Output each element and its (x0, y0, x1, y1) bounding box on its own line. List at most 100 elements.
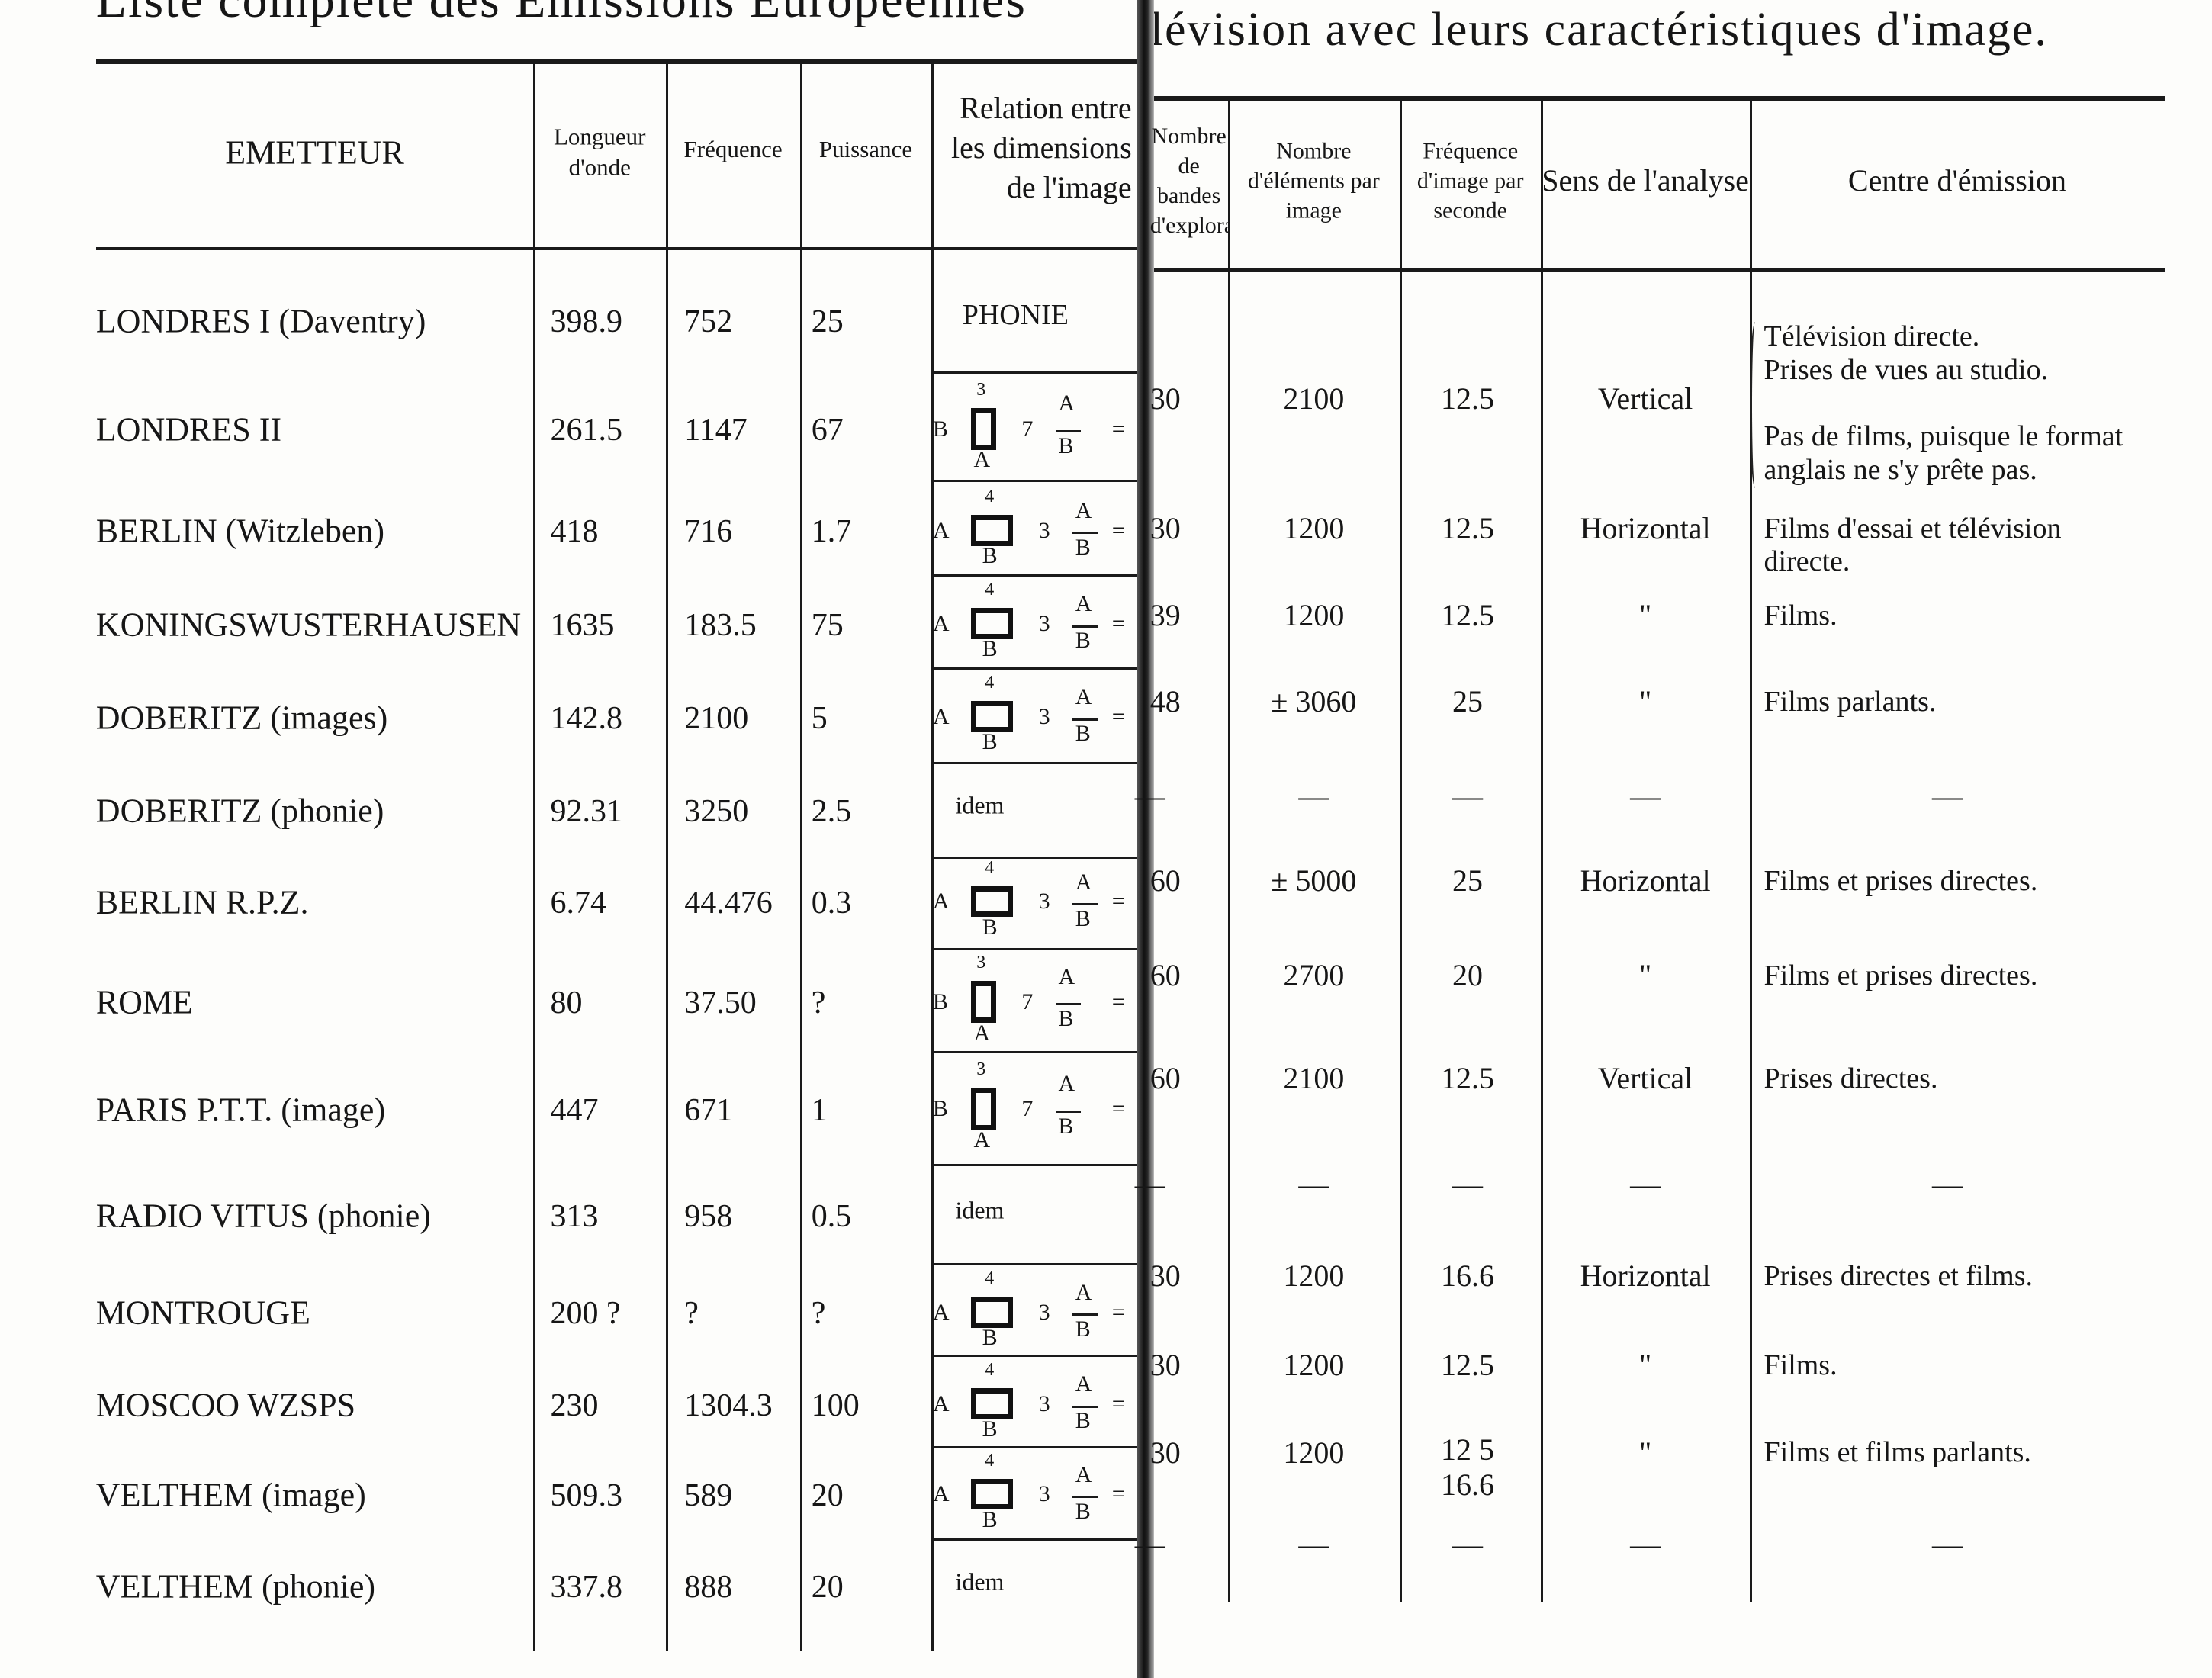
fraction-bottom: B (1075, 1316, 1091, 1342)
column-rule (799, 63, 802, 1651)
rule (931, 667, 1140, 670)
relation-diagram: B 3 A 7 A B = (931, 1057, 1140, 1165)
cell-puissance: 0.3 (811, 885, 852, 921)
cell-longueur: 142.8 (550, 700, 623, 736)
fraction-bar (1055, 1110, 1082, 1113)
diagram-top: 3 (976, 952, 986, 972)
diagram-top: 4 (985, 857, 995, 878)
fraction-top: A (1058, 391, 1075, 416)
cell-frequence: 888 (684, 1570, 733, 1606)
cell-centre: Prises directes. (1763, 1062, 1938, 1095)
cell-frequence: 37.50 (684, 985, 757, 1021)
column-header: Puissance (818, 135, 913, 162)
rule (95, 59, 1140, 64)
column-rule (533, 63, 536, 1651)
diagram-side: B (932, 988, 948, 1014)
cell-bandes: 30 (1149, 1435, 1181, 1470)
diagram-top: 3 (976, 379, 986, 400)
cell-sens: " (1638, 598, 1652, 633)
cell-frequence: 716 (684, 514, 733, 550)
diagram-bottom: A (973, 1127, 991, 1153)
cell-freq: — (1452, 1167, 1483, 1201)
cell-emetteur: VELTHEM (image) (95, 1476, 366, 1514)
fraction-top: A (1058, 963, 1075, 989)
diagram-top: 4 (985, 487, 995, 507)
relation-diagram: A 4 B 3 A B = (931, 850, 1140, 957)
cell-frequence: 1147 (684, 413, 748, 448)
fraction-top: A (1075, 1279, 1092, 1305)
cell-longueur: 92.31 (550, 793, 623, 829)
diagram-bottom: B (982, 1325, 998, 1351)
diagram-box (970, 1388, 1014, 1420)
cell-puissance: 1.7 (811, 514, 852, 550)
cell-emetteur: BERLIN R.P.Z. (95, 883, 309, 921)
rule (1149, 95, 2165, 101)
title-left: Liste complète des Emissions Européennes (95, 0, 1027, 28)
cell-longueur: 398.9 (550, 304, 623, 339)
cell-bandes: 60 (1149, 863, 1181, 898)
relation-diagram: B 3 A 7 A B = (931, 377, 1140, 484)
diagram-box (970, 886, 1014, 918)
title-right: lévision avec leurs caractéristiques d'i… (1149, 3, 2048, 56)
diagram-eq: = (1111, 416, 1125, 442)
cell-relation: idem (955, 791, 1005, 819)
cell-sens: " (1638, 1435, 1652, 1470)
cell-longueur: 509.3 (550, 1477, 623, 1513)
diagram-num: 3 (1038, 1481, 1050, 1507)
diagram-eq: = (1111, 1299, 1125, 1325)
cell-centre: Films. (1763, 600, 1837, 632)
cell-elements: ± 3060 (1271, 684, 1357, 719)
cell-centre: Films et films parlants. (1763, 1436, 2031, 1469)
cell-freq: 12.5 (1441, 598, 1494, 633)
cell-elements: ± 5000 (1271, 863, 1357, 898)
diagram-box (970, 701, 1014, 733)
cell-puissance: 0.5 (811, 1198, 852, 1234)
cell-longueur: 447 (550, 1092, 599, 1128)
diagram-bottom: A (973, 447, 991, 473)
bracket (1750, 321, 1760, 489)
diagram-eq: = (1111, 704, 1125, 730)
cell-puissance: 2.5 (811, 793, 852, 829)
cell-elements: 1200 (1283, 598, 1345, 633)
column-header: Longueur d'onde (553, 123, 646, 181)
relation-diagram: A 4 B 3 A B = (931, 571, 1140, 679)
diagram-side: B (932, 1096, 948, 1122)
fraction-bar (1072, 902, 1098, 905)
cell-sens: — (1630, 1167, 1661, 1201)
cell-puissance: 5 (811, 700, 828, 736)
page-gutter (1137, 0, 1155, 1678)
cell-elements: — (1298, 779, 1329, 814)
fraction-top: A (1075, 591, 1092, 617)
cell-longueur: 418 (550, 514, 599, 550)
diagram-bottom: B (982, 543, 998, 569)
cell-longueur: 6.74 (550, 885, 607, 921)
cell-freq: 12 5 16.6 (1441, 1432, 1494, 1502)
cell-sens: Vertical (1597, 381, 1693, 416)
cell-freq: 25 (1452, 863, 1483, 898)
cell-sens: Horizontal (1580, 510, 1711, 545)
column-rule (1541, 98, 1544, 1602)
cell-bandes: 39 (1149, 598, 1181, 633)
fraction-bar (1072, 625, 1098, 628)
cell-freq: 25 (1452, 684, 1483, 719)
cell-bandes: — (1134, 779, 1165, 814)
cell-sens: — (1630, 1526, 1661, 1561)
cell-sens: — (1630, 779, 1661, 814)
diagram-num: 7 (1021, 1096, 1034, 1122)
cell-bandes: 30 (1149, 1347, 1181, 1382)
diagram-top: 4 (985, 1450, 995, 1471)
cell-frequence: 752 (684, 304, 733, 339)
cell-centre: Films d'essai et télévision directe. (1763, 512, 2062, 578)
cell-longueur: 261.5 (550, 413, 623, 448)
diagram-top: 4 (985, 1268, 995, 1289)
diagram-num: 7 (1021, 988, 1034, 1014)
relation-diagram: A 4 B 3 A B = (931, 1260, 1140, 1368)
rule (931, 948, 1140, 951)
column-header: Nombre de bandes d'exploration (1149, 123, 1228, 238)
cell-freq: 12.5 (1441, 510, 1494, 545)
cell-emetteur: MOSCOO WZSPS (95, 1386, 356, 1424)
fraction-bar (1072, 1313, 1098, 1316)
column-rule (1750, 98, 1752, 1602)
diagram-side: A (932, 517, 950, 543)
